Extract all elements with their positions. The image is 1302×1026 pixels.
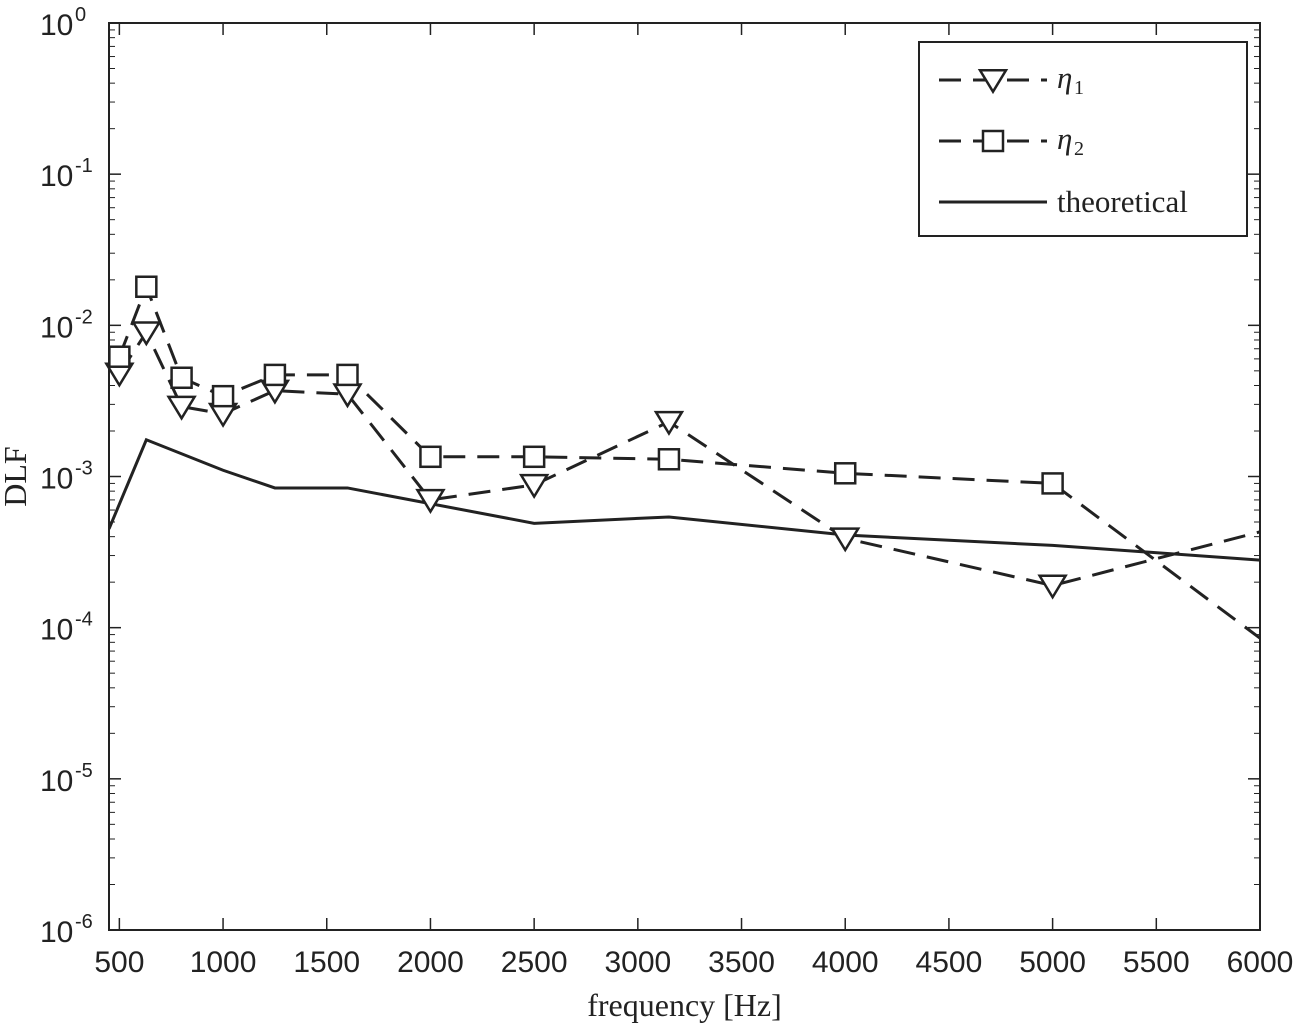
x-tick-label: 1000 (190, 946, 257, 979)
y-tick-label: 10 0 (40, 4, 86, 42)
series-1-point (522, 445, 546, 469)
legend-label: η (1057, 60, 1072, 95)
series-1-point (263, 363, 287, 387)
y-tick-label: 10 -6 (40, 911, 93, 949)
legend-marker (977, 69, 1009, 95)
series-1-point (108, 345, 131, 368)
x-tick-label: 5000 (1019, 946, 1086, 979)
y-tick-exponent: -3 (75, 458, 93, 480)
legend-entry-2: theoretical (939, 184, 1188, 219)
y-tick-base: 10 (40, 311, 73, 344)
series-0-point (415, 488, 446, 515)
series-1-point (1041, 472, 1064, 495)
x-tick-label: 6000 (1227, 946, 1294, 979)
y-tick-base: 10 (40, 9, 73, 42)
axis-ticks (109, 22, 1261, 931)
series-1-point (419, 445, 442, 469)
y-tick-base: 10 (40, 765, 73, 798)
series-1-point (211, 384, 235, 408)
legend-label: theoretical (1057, 184, 1188, 219)
series-1-point (135, 275, 158, 298)
x-tick-labels: 500 1000 1500 2000 2500 3000 3500 4000 4500 5000 5… (94, 946, 1293, 979)
series-line-1 (117, 282, 1260, 641)
x-axis-label: frequency [Hz] (587, 987, 782, 1023)
series-0-point (332, 383, 363, 409)
legend-marker (981, 129, 1005, 153)
marker-layer (104, 275, 1068, 600)
series-0-point (131, 321, 162, 347)
y-tick-label: 10 -2 (40, 306, 93, 344)
series-1-point (657, 448, 681, 471)
legend-label-subscript: 1 (1074, 77, 1084, 99)
x-tick-label: 1500 (293, 946, 360, 979)
y-tick-exponent: -4 (75, 609, 93, 631)
y-tick-base: 10 (40, 916, 73, 949)
y-tick-exponent: -1 (75, 155, 93, 177)
y-tick-exponent: 0 (75, 4, 86, 26)
y-tick-exponent: -2 (75, 306, 93, 328)
legend-label-subscript: 2 (1074, 138, 1084, 160)
series-0-point (166, 395, 197, 421)
legend-label: η (1057, 121, 1072, 156)
series-line-2 (109, 437, 1260, 562)
series-0-point (518, 473, 550, 500)
x-tick-label: 3500 (708, 946, 775, 979)
y-tick-label: 10 -4 (40, 609, 93, 647)
x-tick-label: 5500 (1123, 946, 1190, 979)
series-0-point (1037, 574, 1068, 600)
x-tick-label: 2500 (501, 946, 568, 979)
y-tick-base: 10 (40, 614, 73, 647)
y-tick-exponent: -5 (75, 760, 93, 782)
x-tick-label: 4500 (916, 946, 983, 979)
y-tick-base: 10 (40, 463, 73, 496)
x-tick-label: 2000 (397, 946, 464, 979)
y-tick-base: 10 (40, 160, 73, 193)
series-line-0 (118, 329, 1260, 588)
y-tick-label: 10 -5 (40, 760, 93, 798)
series-1-point (336, 363, 359, 387)
legend-box (918, 41, 1248, 237)
x-tick-label: 500 (94, 946, 144, 979)
y-axis-label: DLF (0, 446, 33, 506)
series-0-point (653, 410, 685, 436)
x-tick-label: 4000 (812, 946, 879, 979)
x-tick-label: 3000 (604, 946, 671, 979)
series-0-point (830, 527, 861, 553)
series-layer (109, 282, 1260, 641)
y-tick-label: 10 -1 (40, 155, 93, 193)
y-tick-exponent: -6 (75, 911, 93, 933)
y-tick-label: 10 -3 (40, 458, 93, 496)
series-1-point (833, 462, 857, 485)
series-1-point (170, 366, 193, 390)
